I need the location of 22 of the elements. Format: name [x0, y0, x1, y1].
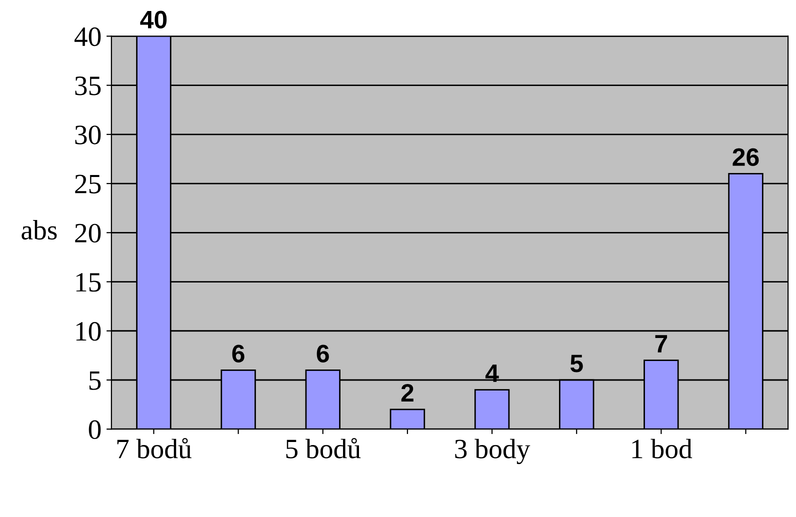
y-tick-label: 40 [74, 27, 101, 46]
y-tick-label: 35 [75, 76, 101, 96]
y-axis-title: abs [22, 220, 57, 240]
y-tick-label: 20 [75, 224, 101, 243]
data-label: 40 [140, 10, 167, 28]
data-label: 2 [401, 384, 414, 402]
data-label: 4 [485, 364, 499, 382]
data-label: 7 [655, 335, 668, 352]
y-tick-label: 30 [75, 126, 101, 144]
y-tick-label: 0 [88, 420, 101, 440]
x-tick-label: 5 bodů [286, 438, 361, 458]
x-tick-label: 1 bod [632, 438, 692, 458]
y-tick-label: 10 [76, 322, 101, 341]
data-label: 26 [732, 148, 759, 166]
y-tick-label: 15 [76, 273, 101, 292]
y-tick-label: 25 [75, 174, 101, 194]
x-tick-label: 7 bodů [117, 438, 192, 458]
data-label: 6 [232, 344, 244, 362]
x-tick-label: 3 body [455, 438, 530, 464]
y-tick-label: 5 [89, 371, 101, 390]
data-label: 5 [570, 354, 583, 372]
data-label: 6 [316, 344, 329, 362]
